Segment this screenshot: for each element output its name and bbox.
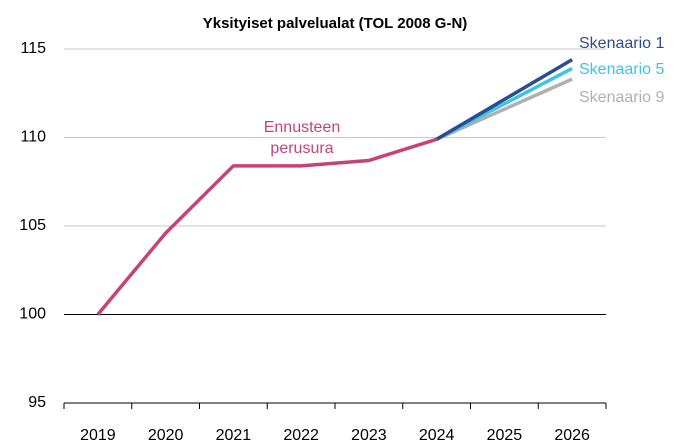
series-label: Ennusteen perusura: [264, 119, 341, 157]
x-tick-label: 2026: [554, 427, 590, 441]
series-label: Skenaario 9: [579, 89, 664, 106]
x-tick-label: 2021: [216, 427, 252, 441]
y-tick-label: 105: [19, 217, 46, 234]
x-tick-label: 2019: [80, 427, 116, 441]
y-tick-label: 100: [19, 306, 46, 323]
x-tick-label: 2020: [148, 427, 184, 441]
series-line: [96, 137, 438, 316]
series-label: Skenaario 5: [579, 61, 664, 78]
x-tick-label: 2025: [487, 427, 523, 441]
series-label: Skenaario 1: [579, 35, 664, 52]
chart-title: Yksityiset palvelualat (TOL 2008 G-N): [203, 15, 468, 32]
series-line: [435, 58, 574, 141]
y-tick-label: 95: [28, 394, 46, 411]
x-tick-label: 2024: [419, 427, 455, 441]
x-tick-label: 2023: [351, 427, 387, 441]
y-tick-label: 115: [20, 40, 46, 57]
x-tick-label: 2022: [283, 427, 319, 441]
y-tick-label: 110: [20, 129, 46, 146]
